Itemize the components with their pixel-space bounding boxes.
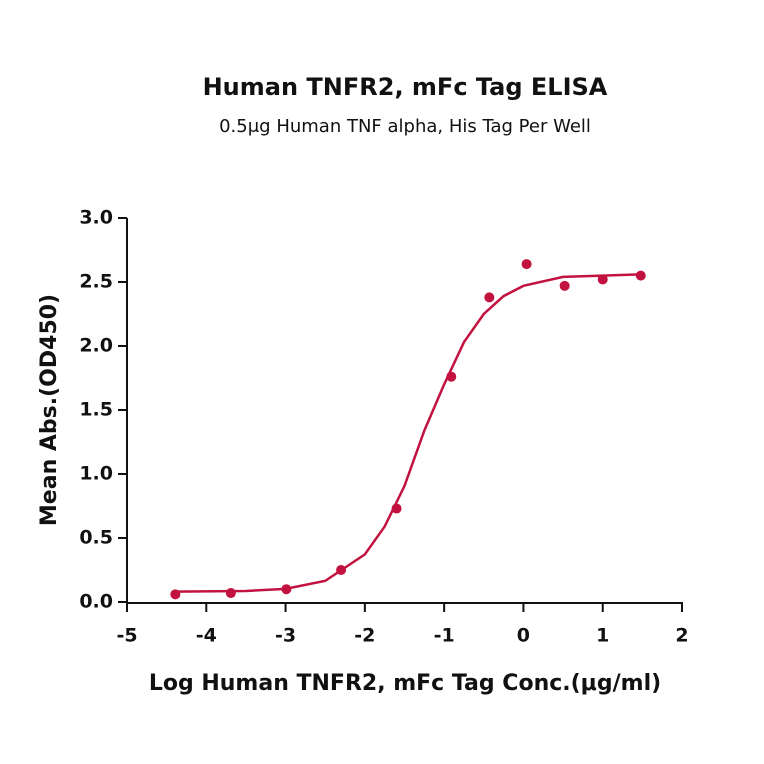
data-point <box>484 292 495 303</box>
data-point <box>170 589 181 600</box>
chart-subtitle: 0.5μg Human TNF alpha, His Tag Per Well <box>219 116 591 137</box>
data-point <box>281 584 292 595</box>
y-tick-label: 2.5 <box>79 271 113 293</box>
y-axis-label: Mean Abs.(OD450) <box>37 294 62 526</box>
x-tick-label: -5 <box>116 625 137 647</box>
x-tick-label: -1 <box>434 625 455 647</box>
data-point <box>521 259 532 270</box>
fit-curve <box>174 273 643 593</box>
chart-title: Human TNFR2, mFc Tag ELISA <box>203 73 608 101</box>
data-point <box>446 371 457 382</box>
data-point <box>635 270 646 281</box>
data-point <box>597 274 608 285</box>
x-tick-label: 0 <box>517 625 530 647</box>
x-tick-label: -2 <box>354 625 375 647</box>
y-tick-label: 1.5 <box>79 399 113 421</box>
data-point <box>336 565 347 575</box>
y-tick-label: 3.0 <box>79 207 113 229</box>
x-tick-label: -4 <box>196 625 217 647</box>
x-tick-label: 1 <box>596 625 609 647</box>
y-tick-label: 2.0 <box>79 335 113 357</box>
data-point <box>391 503 402 514</box>
data-point <box>559 280 570 291</box>
x-tick-label: -3 <box>275 625 296 647</box>
y-tick-label: 1.0 <box>79 463 113 485</box>
x-tick-label: 2 <box>675 625 688 647</box>
data-point <box>225 588 236 599</box>
x-axis-label: Log Human TNFR2, mFc Tag Conc.(μg/ml) <box>149 671 661 696</box>
y-tick-label: 0.5 <box>79 527 113 549</box>
y-tick-label: 0.0 <box>79 591 113 613</box>
